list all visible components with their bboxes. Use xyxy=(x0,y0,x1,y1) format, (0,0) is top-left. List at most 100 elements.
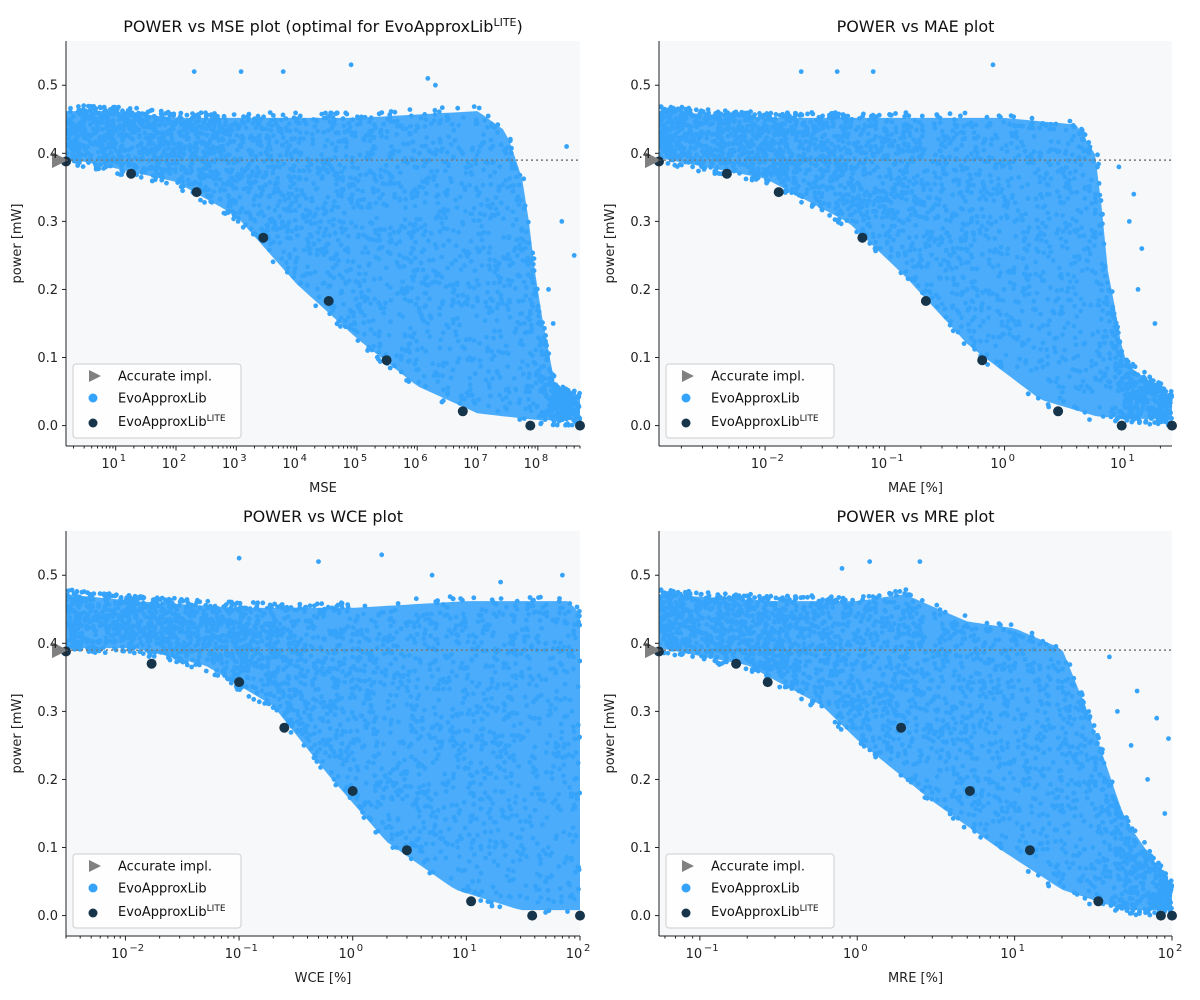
evoapproxlib-point xyxy=(960,207,966,212)
evoapproxlib-point xyxy=(489,356,494,362)
evoapproxlib-point xyxy=(947,111,953,117)
evoapproxlib-point xyxy=(441,206,447,212)
evoapproxlib-point xyxy=(381,121,387,127)
evoapproxlib-point xyxy=(256,118,262,123)
evoapproxlib-point xyxy=(388,298,394,303)
evoapproxlib-point xyxy=(535,320,541,326)
evoapproxlib-point xyxy=(541,335,547,340)
evoapproxlib-point xyxy=(191,144,197,150)
evoapproxlib-point xyxy=(690,164,695,170)
evoapproxlib-point xyxy=(471,338,477,343)
evoapproxlib-point xyxy=(526,375,532,380)
evoapproxlib-point xyxy=(1133,372,1139,377)
evoapproxlib-point xyxy=(1048,139,1054,144)
evoapproxlib-point xyxy=(553,382,559,388)
evoapproxlib-point xyxy=(784,142,790,147)
evoapproxlib-point xyxy=(696,168,701,174)
x-axis-label: MSE xyxy=(309,481,337,496)
evoapproxlib-point xyxy=(505,184,510,190)
evoapproxlib-point xyxy=(436,362,442,368)
evoapproxlib-point xyxy=(432,107,438,113)
evoapproxlib-point xyxy=(1056,139,1061,145)
evoapproxlib-point xyxy=(423,191,429,196)
evoapproxlib-point xyxy=(490,376,495,381)
evoapproxlib-point xyxy=(246,162,252,167)
evoapproxlib-point xyxy=(906,148,912,154)
evoapproxlib-point xyxy=(146,158,152,163)
evoapproxlib-point xyxy=(1098,231,1103,236)
evoapproxlib-point xyxy=(492,328,497,334)
evoapproxlib-point xyxy=(1071,323,1077,329)
evoapproxlib-point xyxy=(371,343,376,349)
x-tick-label: 10 xyxy=(282,457,299,472)
evoapproxlib-point xyxy=(318,246,324,252)
evoapproxlib-point xyxy=(1017,356,1023,362)
evoapproxlib-point xyxy=(437,305,442,311)
evoapproxlib-point xyxy=(289,228,295,234)
evoapproxlib-point xyxy=(1087,417,1092,422)
evoapproxlib-point xyxy=(423,143,428,149)
evoapproxlib-point xyxy=(1033,259,1038,265)
evoapproxlib-point xyxy=(219,129,225,135)
evoapproxlib-point xyxy=(536,414,542,420)
evoapproxlib-point xyxy=(836,134,841,140)
evoapproxlib-point xyxy=(340,230,345,235)
evoapproxlib-point xyxy=(336,193,341,199)
evoapproxlib-point xyxy=(983,233,988,238)
evoapproxlib-point xyxy=(972,237,977,243)
evoapproxlib-point xyxy=(411,229,417,235)
evoapproxlib-point xyxy=(202,200,207,205)
evoapproxlib-point xyxy=(1107,356,1113,361)
evoapproxlib-point xyxy=(235,147,240,153)
evoapproxlib-point xyxy=(1013,234,1019,239)
evoapproxlib-point xyxy=(455,316,460,321)
evoapproxlib-point xyxy=(255,122,261,127)
evoapproxlib-point xyxy=(205,161,211,167)
evoapproxlib-point xyxy=(506,234,512,240)
evoapproxlib-point xyxy=(722,112,728,118)
evoapproxlib-point xyxy=(228,203,233,209)
evoapproxlib-point xyxy=(149,178,155,184)
evoapproxlib-point xyxy=(873,214,879,220)
evoapproxlib-point xyxy=(1047,318,1052,324)
evoapproxlib-point xyxy=(125,110,131,116)
evoapproxlib-point xyxy=(277,153,283,159)
evoapproxlib-point xyxy=(307,209,313,215)
evoapproxlib-point xyxy=(454,332,459,338)
evoapproxlib-point xyxy=(1055,296,1061,301)
evoapproxlib-point xyxy=(933,152,938,158)
evoapproxlib-point xyxy=(571,391,577,396)
evoapproxlib-point xyxy=(227,208,233,214)
evoapproxlib-point xyxy=(924,264,930,269)
evoapproxlib-point xyxy=(309,234,314,239)
evoapproxlib-scatter xyxy=(66,62,582,428)
evoapproxlib-point xyxy=(1024,264,1030,269)
evoapproxlib-point xyxy=(232,120,238,126)
evoapproxlib-point xyxy=(246,174,252,179)
evoapproxlib-point xyxy=(399,346,405,352)
evoapproxlib-point xyxy=(412,330,417,336)
evoapproxlib-point xyxy=(964,188,970,194)
evoapproxlib-point xyxy=(132,127,138,133)
evoapproxlib-point xyxy=(379,110,385,115)
evoapproxlib-point xyxy=(1039,358,1045,363)
evoapproxlib-point xyxy=(185,177,191,183)
evoapproxlib-point xyxy=(274,139,279,145)
evoapproxlib-point xyxy=(769,125,775,130)
evoapproxlib-point xyxy=(1047,126,1053,132)
evoapproxlib-point xyxy=(471,218,477,224)
evoapproxlib-point xyxy=(160,131,166,137)
evoapproxlib-point xyxy=(1026,291,1032,297)
evoapproxlib-point xyxy=(332,155,338,160)
evoapproxlib-point xyxy=(110,109,116,114)
evoapproxlib-point xyxy=(1026,225,1032,231)
evoapproxlib-point xyxy=(225,141,231,147)
legend-evo-label: EvoApproxLib xyxy=(118,392,207,407)
evoapproxlib-point xyxy=(284,260,289,265)
evoapproxlib-point xyxy=(906,113,912,119)
evoapproxlib-point xyxy=(281,249,286,255)
evoapproxlib-point xyxy=(530,268,535,274)
evoapproxlib-point xyxy=(871,168,877,173)
evoapproxlib-point xyxy=(495,122,501,128)
evoapproxlib-point xyxy=(1067,118,1073,124)
